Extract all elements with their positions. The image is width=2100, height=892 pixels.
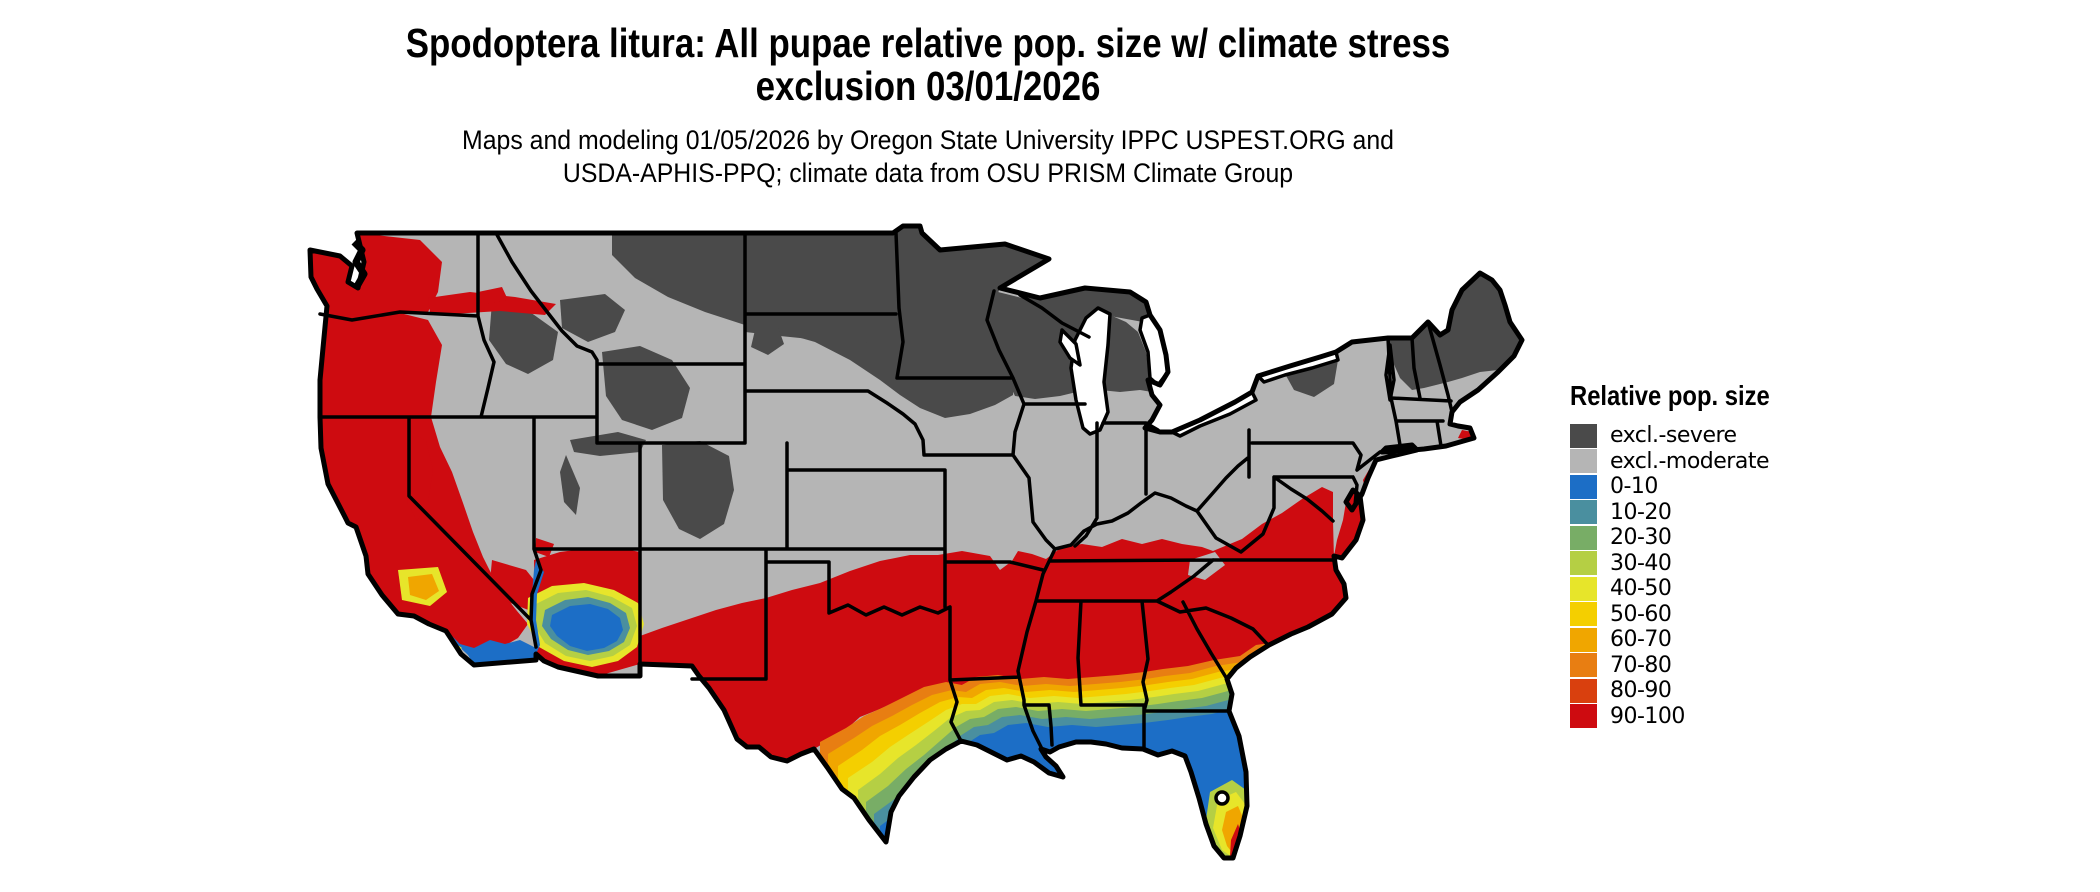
map-region-excl-severe-colorado-rockies <box>662 441 734 539</box>
map-region-excl-severe-black-hills <box>751 327 784 355</box>
map-region-socal-coast-blue <box>398 613 536 665</box>
map-title: Spodoptera litura: All pupae relative po… <box>314 22 1543 108</box>
legend-label-b30: 30-40 <box>1610 550 1672 576</box>
legend-swatch-b10 <box>1570 500 1597 525</box>
map-region-excl-severe-wisconsin <box>988 291 1090 399</box>
map-region-keys-dot <box>1214 874 1221 879</box>
legend-swatch-b60 <box>1570 627 1597 652</box>
map-region-red-washington-west <box>310 233 442 320</box>
legend-item: 10-20 <box>1570 500 1805 526</box>
legend-item: excl.-severe <box>1570 423 1805 449</box>
map-subtitle-line1: Maps and modeling 01/05/2026 by Oregon S… <box>462 125 1394 155</box>
legend-title: Relative pop. size <box>1570 380 1770 411</box>
legend-item: 30-40 <box>1570 551 1805 577</box>
map-region-red-lewiston <box>478 287 508 304</box>
map-raster-layers <box>310 226 1522 879</box>
map-region-excl-severe-upper-michigan <box>1000 288 1150 337</box>
map-region-excl-severe-idaho-mtns <box>489 302 558 374</box>
legend-swatch-sev <box>1570 423 1597 448</box>
map-region-arizona-pocket-blue <box>550 604 623 651</box>
legend-swatch-b30 <box>1570 551 1597 576</box>
legend-swatch-mod <box>1570 449 1597 474</box>
legend-label-b20: 20-30 <box>1610 525 1672 551</box>
legend-label-b90: 90-100 <box>1610 703 1685 729</box>
map-region-keys-dot <box>1196 872 1203 877</box>
legend-items: excl.-severe excl.-moderate 0-10 10-20 20-30… <box>1570 423 1805 729</box>
legend-swatch-b40 <box>1570 576 1597 601</box>
legend-label-b80: 80-90 <box>1610 678 1672 704</box>
legend: Relative pop. size excl.-severe excl.-mod… <box>1570 380 1805 729</box>
legend-label-sev: excl.-severe <box>1610 423 1737 449</box>
map-subtitle-line2: USDA-APHIS-PPQ; climate data from OSU PR… <box>562 158 1294 188</box>
legend-swatch-b70 <box>1570 653 1597 678</box>
legend-label-b10: 10-20 <box>1610 499 1672 525</box>
map-region-excl-severe-wasatch <box>560 455 580 515</box>
legend-item: 0-10 <box>1570 474 1805 500</box>
legend-swatch-b90 <box>1570 704 1597 729</box>
map-region-keys-dot <box>1242 866 1249 871</box>
legend-item: 20-30 <box>1570 525 1805 551</box>
legend-item: 70-80 <box>1570 653 1805 679</box>
legend-label-b70: 70-80 <box>1610 652 1672 678</box>
legend-item: 40-50 <box>1570 576 1805 602</box>
legend-swatch-b80 <box>1570 678 1597 703</box>
state-borders <box>318 231 1454 753</box>
legend-label-b0: 0-10 <box>1610 474 1658 500</box>
map-title-line2: exclusion 03/01/2026 <box>755 63 1101 109</box>
legend-item: excl.-moderate <box>1570 449 1805 475</box>
legend-label-b50: 50-60 <box>1610 601 1672 627</box>
map-region-red-columbia-finger <box>428 292 556 315</box>
map-region-excl-severe-new-england <box>1388 273 1522 390</box>
map-title-line1: Spodoptera litura: All pupae relative po… <box>405 20 1451 66</box>
legend-item: 50-60 <box>1570 602 1805 628</box>
legend-swatch-b50 <box>1570 602 1597 627</box>
map-region-excl-severe-yellowstone-wyoming <box>602 346 690 430</box>
map-region-red-southern-band <box>640 487 1346 761</box>
map-region-keys-dot <box>1228 870 1236 876</box>
legend-item: 60-70 <box>1570 627 1805 653</box>
legend-label-mod: excl.-moderate <box>1610 448 1770 474</box>
map-region-excl-severe-montana-west <box>560 294 625 342</box>
map-subtitle: Maps and modeling 01/05/2026 by Oregon S… <box>421 124 1434 190</box>
legend-item: 80-90 <box>1570 678 1805 704</box>
lake-okeechobee <box>1214 790 1230 806</box>
legend-swatch-b0 <box>1570 474 1597 499</box>
legend-item: 90-100 <box>1570 704 1805 730</box>
green-bay <box>1058 328 1082 367</box>
map-region-excl-severe-sd-band <box>745 318 896 345</box>
legend-label-b60: 60-70 <box>1610 627 1672 653</box>
map-region-bakersfield-orange <box>408 574 439 600</box>
legend-label-b40: 40-50 <box>1610 576 1672 602</box>
legend-swatch-b20 <box>1570 525 1597 550</box>
